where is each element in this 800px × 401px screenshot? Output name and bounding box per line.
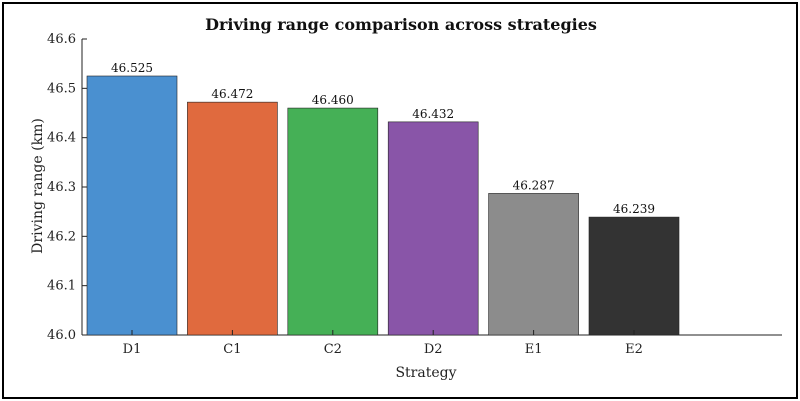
data-label-d1: 46.525 — [111, 61, 153, 75]
data-label-e1: 46.287 — [513, 178, 555, 192]
x-tick-label-e2: E2 — [625, 342, 643, 357]
data-label-e2: 46.239 — [613, 202, 655, 216]
y-axis-label: Driving range (km) — [30, 118, 46, 254]
x-axis-label: Strategy — [395, 365, 456, 381]
bar-d2 — [387, 121, 479, 336]
x-tick-label-d2: D2 — [424, 342, 443, 357]
x-tick-label-c2: C2 — [324, 342, 342, 357]
bar-c1 — [187, 101, 278, 336]
y-tick-label: 46.0 — [47, 328, 76, 343]
bar-c2 — [287, 107, 379, 336]
plot-area: 46.0 46.1 46.2 46.3 46.4 46.5 46.6 46.525 D1 46.4… — [47, 32, 782, 357]
data-label-c1: 46.472 — [211, 87, 253, 101]
y-tick-label: 46.6 — [47, 32, 76, 47]
data-label-d2: 46.432 — [412, 107, 454, 121]
x-tick-label-d1: D1 — [123, 342, 142, 357]
chart-title: Driving range comparison across strategi… — [205, 15, 597, 34]
bar-chart: Driving range comparison across strategi… — [30, 15, 782, 381]
y-tick-label: 46.5 — [47, 81, 76, 96]
y-tick-label: 46.4 — [47, 131, 76, 146]
bar-e2 — [588, 216, 680, 336]
x-tick-label-e1: E1 — [525, 342, 543, 357]
y-tick-label: 46.1 — [47, 279, 76, 294]
x-tick-label-c1: C1 — [223, 342, 241, 357]
bar-e1 — [488, 193, 579, 336]
y-tick-label: 46.3 — [47, 180, 76, 195]
data-label-c2: 46.460 — [312, 93, 354, 107]
y-tick-label: 46.2 — [47, 229, 76, 244]
bar-d1 — [86, 75, 178, 336]
